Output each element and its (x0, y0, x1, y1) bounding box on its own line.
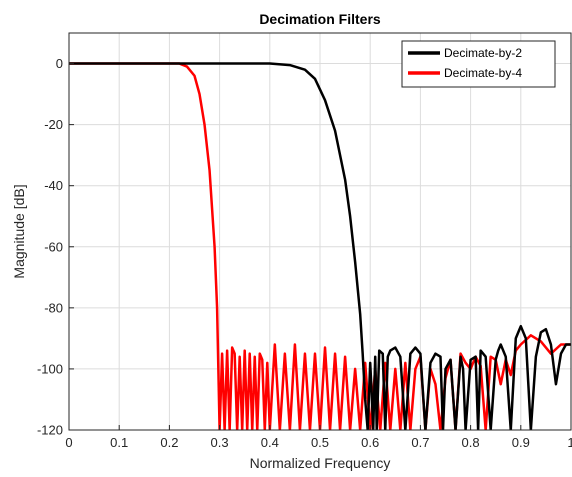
x-tick-label: 0.8 (462, 435, 480, 450)
x-tick-label: 0.2 (160, 435, 178, 450)
legend: Decimate-by-2 Decimate-by-4 (401, 40, 556, 88)
x-tick-label: 0.1 (110, 435, 128, 450)
x-tick-label: 0.6 (361, 435, 379, 450)
y-axis-label: Magnitude [dB] (11, 184, 27, 278)
y-tick-label: -60 (44, 239, 63, 254)
x-tick-label: 0.4 (261, 435, 279, 450)
y-tick-label: -100 (37, 361, 63, 376)
legend-label-decimate-by-4: Decimate-by-4 (444, 66, 522, 80)
y-tick-label: -120 (37, 423, 63, 438)
x-axis-label: Normalized Frequency (250, 455, 391, 471)
series-layer (69, 62, 571, 430)
x-tick-label: 0 (65, 435, 72, 450)
series-line-decimate-by-4 (69, 62, 571, 430)
series-line-decimate-by-2 (69, 62, 571, 430)
legend-box (401, 40, 556, 88)
x-tick-label: 0.5 (311, 435, 329, 450)
ticks: 0 0.1 0.2 0.3 0.4 0.5 0.6 0.7 0.8 0.9 1 -120 -100 -80… (37, 56, 572, 450)
y-tick-label: -80 (44, 300, 63, 315)
y-tick-label: -20 (44, 117, 63, 132)
x-tick-label: 1 (567, 435, 572, 450)
x-tick-label: 0.3 (211, 435, 229, 450)
x-tick-label: 0.7 (411, 435, 429, 450)
y-tick-label: -40 (44, 178, 63, 193)
legend-label-decimate-by-2: Decimate-by-2 (444, 46, 522, 60)
chart-title: Decimation Filters (259, 11, 381, 27)
x-tick-label: 0.9 (512, 435, 530, 450)
y-tick-label: 0 (56, 56, 63, 71)
